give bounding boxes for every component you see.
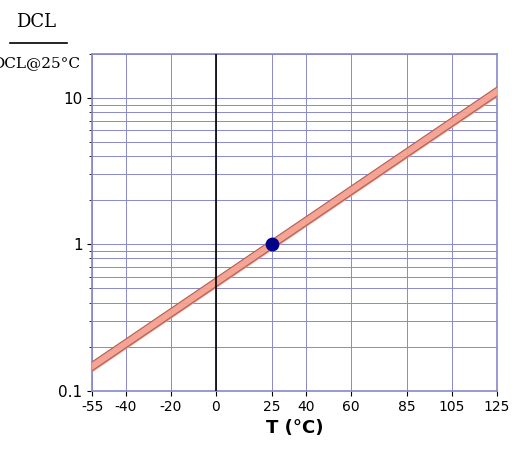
Text: DCL@25°C: DCL@25°C [0,56,80,70]
X-axis label: T (°C): T (°C) [266,418,323,436]
Text: DCL: DCL [16,13,56,31]
Point [268,241,276,248]
